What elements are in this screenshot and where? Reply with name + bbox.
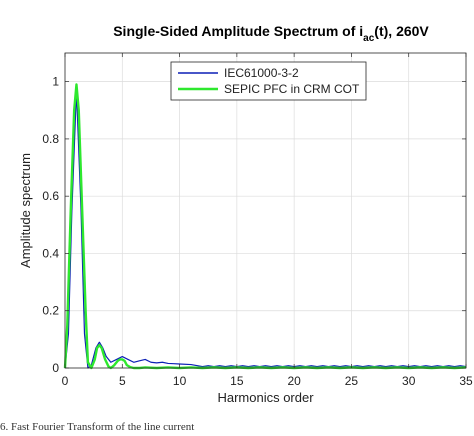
legend-label-sepic-pfc: SEPIC PFC in CRM COT [224, 82, 360, 96]
figure-caption: 6. Fast Fourier Transform of the line cu… [0, 421, 195, 433]
y-tick-label: 0.6 [42, 189, 59, 203]
plot-area [65, 53, 466, 368]
y-tick-label: 0.4 [42, 246, 59, 260]
x-tick-label: 10 [173, 374, 187, 388]
x-tick-label: 25 [345, 374, 359, 388]
x-tick-label: 5 [119, 374, 126, 388]
y-tick-label: 0.2 [42, 304, 59, 318]
y-tick-label: 0.8 [42, 132, 59, 146]
legend-label-iec61000-3-2: IEC61000-3-2 [224, 66, 299, 80]
y-tick-label: 1 [52, 75, 59, 89]
legend: IEC61000-3-2 SEPIC PFC in CRM COT [170, 61, 367, 101]
chart-title-subscript: ac [363, 33, 375, 44]
x-axis-label: Harmonics order [217, 390, 314, 405]
x-tick-label: 35 [459, 374, 473, 388]
chart-title-prefix: Single-Sided Amplitude Spectrum of i [113, 23, 363, 39]
tick-layer: 0 5 10 15 20 25 30 35 0 0.2 0.4 0.6 0.8 1 [42, 53, 473, 388]
x-tick-label: 30 [402, 374, 416, 388]
x-tick-label: 20 [287, 374, 301, 388]
chart-title-suffix: (t), 260V [374, 23, 429, 39]
legend-box [170, 61, 367, 101]
chart-title: Single-Sided Amplitude Spectrum of iac(t… [113, 23, 429, 44]
y-tick-label: 0 [52, 361, 59, 375]
plot-frame [64, 52, 467, 369]
x-tick-label: 0 [62, 374, 69, 388]
y-axis-label: Amplitude spectrum [18, 153, 33, 268]
x-tick-label: 15 [230, 374, 244, 388]
